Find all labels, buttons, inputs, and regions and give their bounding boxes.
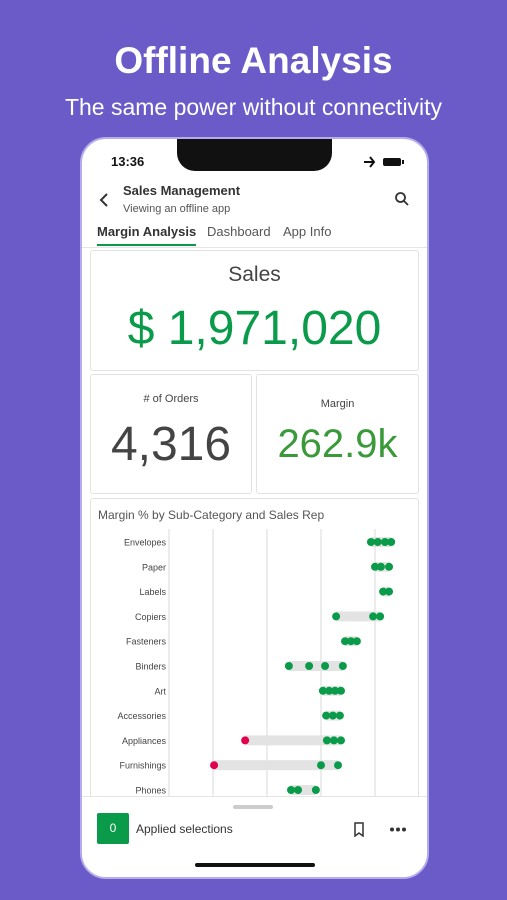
y-tick-label: Fasteners xyxy=(126,637,167,647)
y-tick-label: Accessories xyxy=(117,711,166,721)
chart-title: Margin % by Sub-Category and Sales Rep xyxy=(98,508,325,522)
home-indicator xyxy=(195,863,315,867)
promo-title: Offline Analysis xyxy=(114,40,393,81)
tab[interactable]: Dashboard xyxy=(207,224,271,239)
dot xyxy=(371,562,379,571)
selections-label[interactable]: Applied selections xyxy=(136,822,233,836)
dot xyxy=(366,538,375,546)
range-bar xyxy=(245,735,341,746)
app-subtitle: Viewing an offline app xyxy=(123,203,231,215)
dot xyxy=(325,686,334,695)
footer: 0 Applied selections xyxy=(82,796,427,877)
status-icons xyxy=(364,156,404,168)
dot xyxy=(329,736,338,745)
dot xyxy=(317,761,325,770)
dot xyxy=(379,587,388,596)
range-bar xyxy=(291,785,316,795)
y-tick-label: Binders xyxy=(135,662,166,672)
y-tick-label: Art xyxy=(154,686,166,696)
range-bar xyxy=(214,760,339,771)
dot xyxy=(321,662,330,670)
promo-subtitle: The same power without connectivity xyxy=(64,94,443,120)
dot xyxy=(369,612,378,621)
dot xyxy=(346,637,355,646)
dot xyxy=(385,587,394,596)
dot xyxy=(336,686,345,695)
notch xyxy=(177,139,332,171)
y-tick-label: Envelopes xyxy=(124,538,167,548)
y-tick-label: Appliances xyxy=(122,736,167,746)
kpi-value: 262.9k xyxy=(277,422,398,466)
dot xyxy=(376,612,385,621)
dot xyxy=(352,637,361,646)
dot xyxy=(311,786,320,794)
range-bar xyxy=(288,661,343,671)
kpi-value: 4,316 xyxy=(110,418,232,471)
status-time: 13:36 xyxy=(111,154,145,169)
dot xyxy=(322,736,331,745)
kpi-card: Margin 262.9k xyxy=(256,374,419,494)
y-tick-label: Labels xyxy=(139,587,166,597)
tab-active[interactable]: Margin Analysis xyxy=(97,224,197,246)
dot xyxy=(335,711,344,720)
dot xyxy=(385,562,394,571)
dot xyxy=(322,711,331,720)
dot xyxy=(305,662,314,670)
kpi-label: Sales xyxy=(228,263,281,286)
dot xyxy=(380,538,389,546)
kpi-card: Sales $ 1,971,020 xyxy=(90,250,419,371)
kpi-value: $ 1,971,020 xyxy=(127,302,382,355)
app-title: Sales Management xyxy=(123,183,241,198)
dot xyxy=(338,662,347,670)
divider xyxy=(82,247,427,248)
dot xyxy=(284,662,293,670)
y-tick-label: Paper xyxy=(142,562,166,572)
kpi-label: # of Orders xyxy=(143,393,199,405)
dot xyxy=(210,761,219,770)
dot xyxy=(318,686,327,695)
dot xyxy=(287,786,296,794)
chart-card: Margin % by Sub-Category and Sales Rep E… xyxy=(90,498,419,800)
dot xyxy=(373,538,382,546)
dot xyxy=(376,562,385,571)
dot xyxy=(332,612,341,621)
dot xyxy=(336,736,345,745)
dot xyxy=(294,786,303,794)
bookmark-button[interactable] xyxy=(353,822,365,837)
dot xyxy=(331,686,340,695)
kpi-card: # of Orders 4,316 xyxy=(90,374,252,494)
y-tick-label: Copiers xyxy=(135,612,167,622)
dot xyxy=(334,761,343,770)
y-tick-label: Furnishings xyxy=(119,761,166,771)
y-tick-label: Phones xyxy=(135,786,166,796)
kpi-label: Margin xyxy=(320,398,355,410)
phone: 13:36 Sales Management Viewing an offlin… xyxy=(80,137,429,879)
chart: Envelopes Paper Labels Copiers Fasteners Bind… xyxy=(117,529,396,799)
tab[interactable]: App Info xyxy=(283,224,332,239)
back-button[interactable] xyxy=(98,192,112,208)
more-button[interactable] xyxy=(389,827,407,832)
range-bar xyxy=(336,611,381,622)
search-button[interactable] xyxy=(394,191,410,207)
dot xyxy=(387,538,396,546)
drag-handle[interactable] xyxy=(233,805,273,809)
dot xyxy=(241,736,250,745)
dot xyxy=(328,711,337,720)
selection-count[interactable]: 0 xyxy=(97,813,129,844)
dot xyxy=(341,637,350,646)
